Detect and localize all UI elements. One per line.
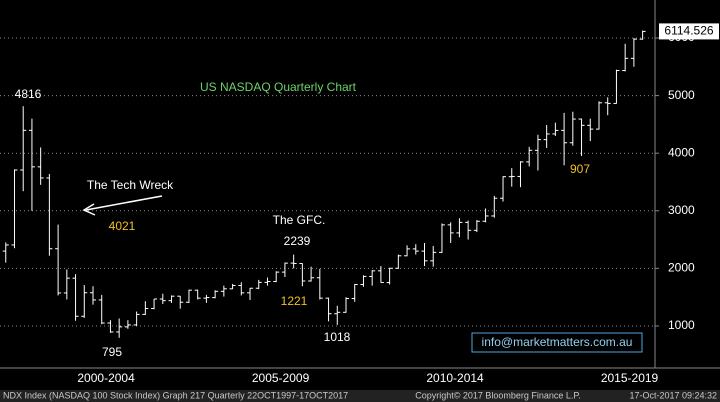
annotation: 1018 [324,330,351,344]
arrow-head [82,203,96,216]
footer-left: NDX Index (NASDAQ 100 Stock Index) Graph… [3,390,348,400]
contact: info@marketmatters.com.au [482,335,633,349]
annotation: 1221 [281,294,308,308]
annotation: 4816 [15,87,42,101]
y-tick-label: 4000 [668,145,695,159]
footer-center: Copyright© 2017 Bloomberg Finance L.P. [415,390,581,400]
annotation: 795 [102,345,122,359]
annotation: The Tech Wreck [87,178,174,192]
y-tick-label: 3000 [668,203,695,217]
contact-box [471,332,643,353]
footer-right: 17-Oct-2017 09:24:32 [629,390,717,400]
x-tick-label: 2000-2004 [77,371,135,385]
x-tick-label: 2005-2009 [252,371,310,385]
x-tick-label: 2015-2019 [601,371,659,385]
y-tick-label: 5000 [668,88,695,102]
footer-bar [0,390,720,402]
arrow [85,195,163,211]
x-tick-label: 2010-2014 [426,371,484,385]
y-tick-label: 2000 [668,261,695,275]
annotation: 907 [570,162,590,176]
last-price-box [659,23,719,40]
chart-title: US NASDAQ Quarterly Chart [200,80,357,94]
annotation: 2239 [284,234,311,248]
annotation: 4021 [109,219,136,233]
bars [2,30,646,338]
last-price: 6114.526 [664,24,713,38]
annotation: The GFC. [273,213,326,227]
y-tick-label: 1000 [668,318,695,332]
